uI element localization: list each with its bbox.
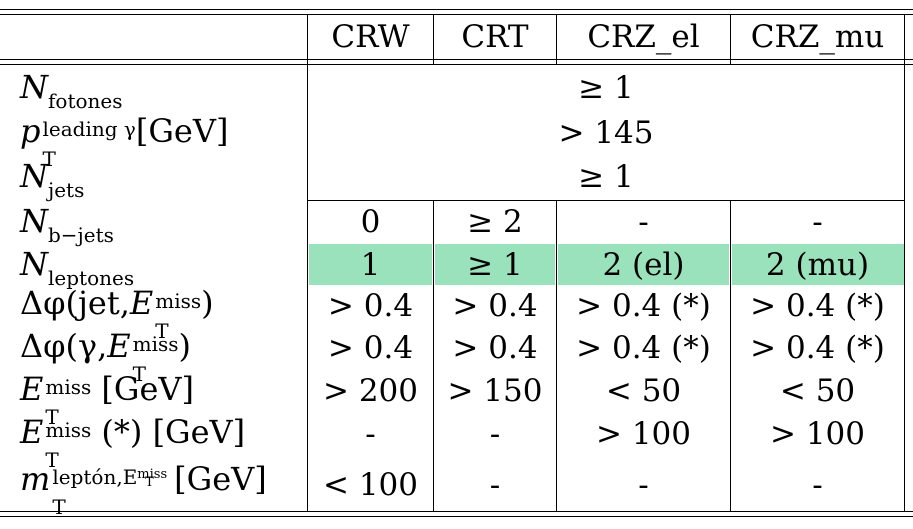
header-rule-1 [0,59,913,60]
vline-label [307,64,308,511]
cell-dphigamma-crz-mu: > 0.4 (*) [750,330,885,366]
vline-label-header [307,14,308,64]
bottom-rule-1 [0,511,913,512]
cell-mt-crz-mu: - [812,466,823,503]
cell-nleptones-crt: ≥ 1 [467,246,523,283]
cell-met-crt: > 150 [447,372,543,409]
vline-right [904,14,905,511]
cell-nbjets-crw: 0 [360,204,381,240]
cell-mt-crw: < 100 [323,466,418,503]
cell-dphijet-crz-el: > 0.4 (*) [576,288,711,324]
span-value-njets: ≥ 1 [578,159,634,195]
cell-mt-crt: - [489,466,501,503]
top-rule-2 [0,14,913,15]
span-value-nfotones: ≥ 1 [578,70,634,106]
highlight-crw [309,244,432,285]
cell-dphigamma-crt: > 0.4 [452,330,538,366]
cell-metstar-crz-mu: > 100 [770,415,865,452]
vline-crzel [730,200,731,511]
col-header-crz-mu: CRZ_mu [750,18,885,55]
cell-nleptones-crz-el: 2 (el) [602,246,685,283]
highlight-crt [435,244,555,285]
cell-nbjets-crt: ≥ 2 [467,204,523,240]
col-header-crw: CRW [331,18,410,55]
cell-dphijet-crt: > 0.4 [452,288,538,324]
vline-crw-header [433,14,434,64]
vline-crw [433,200,434,511]
rule-after-jets [307,200,905,201]
cell-dphijet-crz-mu: > 0.4 (*) [750,288,885,324]
cell-met-crz-mu: < 50 [779,372,856,409]
cell-nbjets-crz-mu: - [812,204,823,240]
col-header-crt: CRT [461,18,529,55]
cell-dphigamma-crw: > 0.4 [327,330,414,366]
row-label-mt: m leptón,EmissT T [GeV] [20,460,267,519]
header-rule-2 [0,64,913,65]
highlight-crz-mu [732,244,904,285]
col-header-crz-el: CRZ_el [587,18,700,55]
cell-dphigamma-crz-el: > 0.4 (*) [576,330,711,366]
row-label-pt-leading-gamma: p leading γ T [GeV] [20,112,229,171]
cell-metstar-crz-el: > 100 [596,415,691,452]
cell-dphijet-crw: > 0.4 [327,288,414,324]
cell-met-crz-el: < 50 [605,372,682,409]
cell-mt-crz-el: - [638,466,649,503]
cell-nleptones-crw: 1 [360,246,381,283]
top-rule-1 [0,9,913,10]
cell-metstar-crw: - [365,415,376,452]
highlight-crz-el [558,244,729,285]
cell-metstar-crt: - [489,415,501,452]
bottom-rule-2 [0,516,913,517]
span-value-pt: > 145 [558,115,654,151]
vline-crt-header [556,14,557,64]
cell-met-crw: > 200 [323,372,418,409]
vline-crzel-header [730,14,731,64]
cell-nleptones-crz-mu: 2 (mu) [765,246,870,283]
cell-nbjets-crz-el: - [638,204,649,240]
vline-crt [556,200,557,511]
